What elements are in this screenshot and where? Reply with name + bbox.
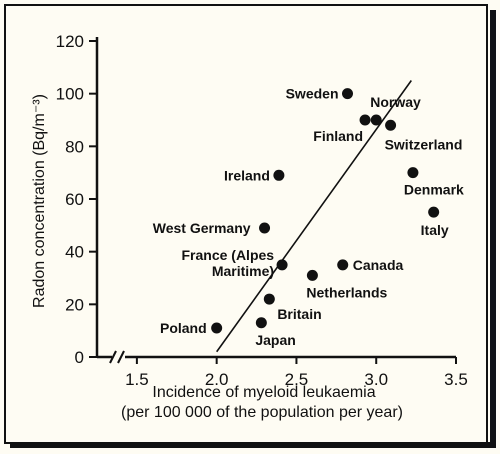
axis-break-mark-2: [117, 350, 125, 364]
data-point: [342, 88, 354, 100]
data-point: [259, 222, 271, 234]
trend-line-group: [216, 80, 412, 353]
point-label: Canada: [353, 257, 404, 273]
data-point: [306, 269, 318, 281]
frame-shadow-right: [490, 10, 496, 448]
y-tick-label: 0: [75, 348, 84, 367]
point-label: Maritime): [212, 263, 274, 279]
x-tick-label: 1.5: [125, 370, 149, 389]
data-point: [211, 322, 223, 334]
data-point: [337, 259, 349, 271]
point-label: Britain: [277, 306, 321, 322]
x-tick-label: 3.0: [364, 370, 388, 389]
point-label: Poland: [160, 320, 207, 336]
data-point: [263, 293, 275, 305]
data-point: [276, 259, 288, 271]
point-label: Sweden: [286, 86, 339, 102]
data-point: [273, 169, 285, 181]
point-label: France (Alpes: [181, 247, 274, 263]
axes: 0 20 40 60 80 100 120 1.5 2.0 2.5 3.0 3.5: [56, 32, 468, 389]
point-label: Ireland: [224, 167, 270, 183]
y-tick-label: 80: [65, 137, 84, 156]
x-tick-label: 2.5: [285, 370, 309, 389]
point-label: Norway: [370, 94, 421, 110]
data-point: [370, 114, 382, 126]
y-tick-label: 60: [65, 190, 84, 209]
point-labels: Sweden Finland Norway Switzerland Ireland Den…: [153, 86, 464, 348]
point-label: Netherlands: [306, 284, 387, 300]
data-point: [385, 119, 397, 131]
point-label: Japan: [255, 332, 295, 348]
x-tick-label: 2.0: [205, 370, 229, 389]
x-axis-label-line2: (per 100 000 of the population per year): [121, 404, 403, 421]
data-point: [407, 167, 419, 179]
frame-shadow-bottom: [10, 442, 496, 448]
point-label: Denmark: [404, 182, 464, 198]
data-point: [255, 317, 267, 329]
data-points: [211, 88, 440, 334]
trend-line: [216, 80, 412, 353]
y-tick-label: 20: [65, 295, 84, 314]
data-point: [359, 114, 371, 126]
data-point: [428, 206, 440, 218]
figure-frame: [4, 4, 488, 444]
x-tick-label: 3.5: [444, 370, 468, 389]
point-label: West Germany: [153, 220, 251, 236]
y-tick-label: 120: [56, 32, 84, 51]
y-tick-label: 40: [65, 243, 84, 262]
point-label: Switzerland: [385, 136, 463, 152]
point-label: Italy: [421, 222, 449, 238]
y-axis-label: Radon concentration (Bq/m⁻³): [31, 94, 48, 308]
x-axis-label-line1: Incidence of myeloid leukaemia: [152, 384, 375, 401]
axis-break-mark-1: [109, 350, 117, 364]
point-label: Finland: [313, 128, 363, 144]
y-tick-label: 100: [56, 85, 84, 104]
